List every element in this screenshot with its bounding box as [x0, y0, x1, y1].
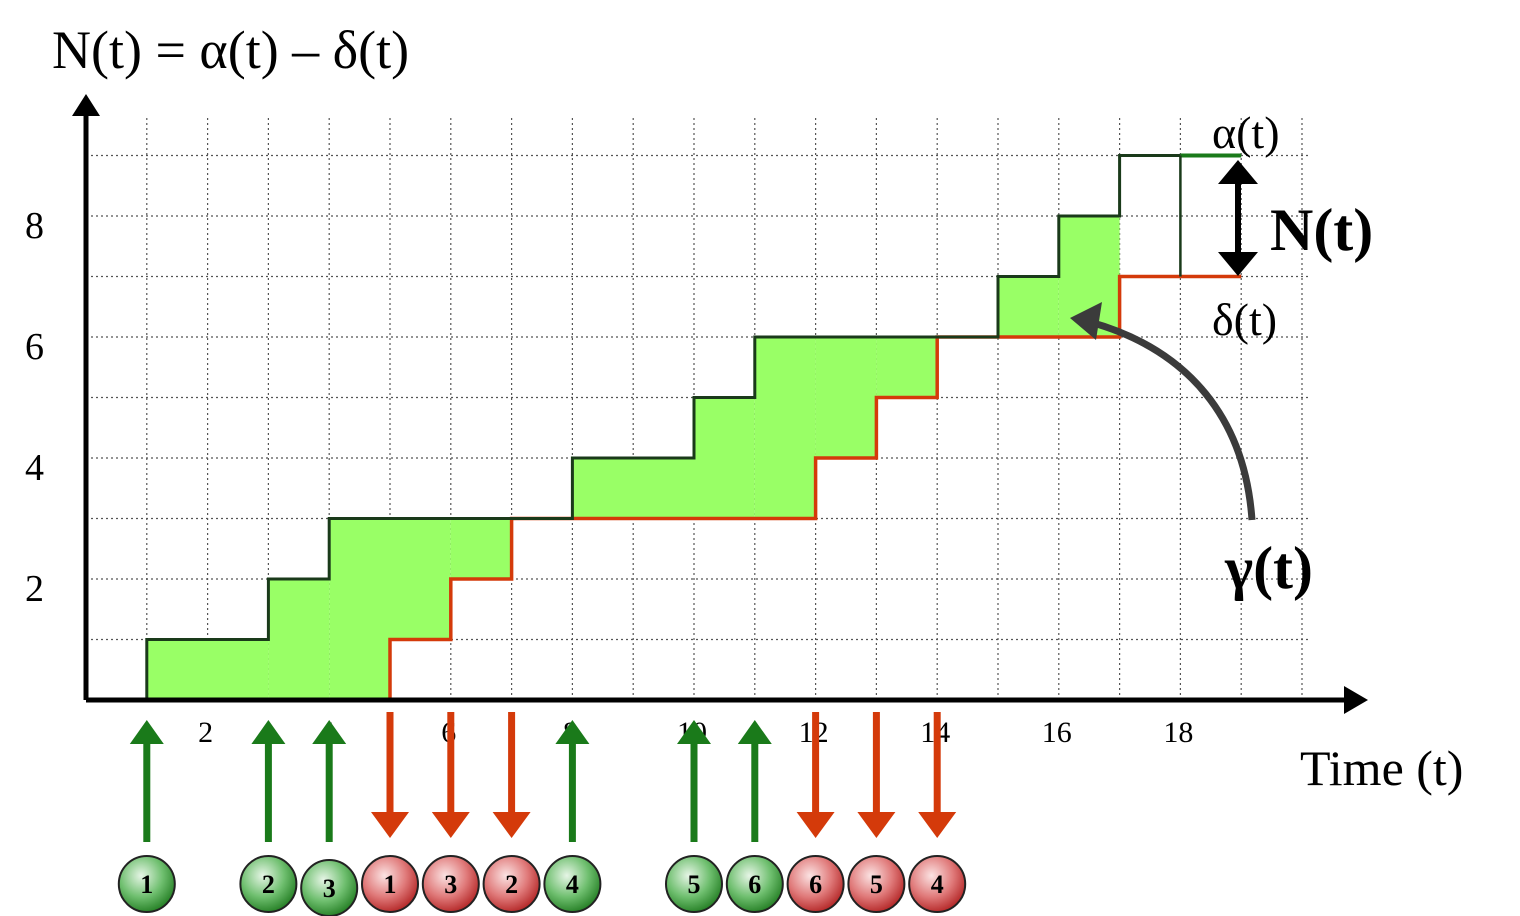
departure-arrowhead — [492, 812, 531, 838]
delta-label: δ(t) — [1212, 294, 1277, 345]
n-label: N(t) — [1270, 197, 1373, 263]
departure-arrowhead — [371, 812, 409, 838]
y-tick-label: 6 — [25, 326, 44, 368]
x-tick-label: 2 — [198, 716, 213, 749]
departure-arrowhead — [431, 812, 470, 838]
alpha-curve — [145, 154, 1181, 700]
y-axis-arrowhead — [72, 94, 100, 116]
queue-area-segment — [329, 518, 390, 700]
customer-id: 5 — [870, 870, 883, 899]
x-tick-label: 16 — [1042, 716, 1072, 749]
departure-customer-circle — [361, 855, 419, 913]
x-axis-arrowhead — [1344, 686, 1368, 714]
arrival-arrowhead — [251, 720, 286, 744]
departure-customer-circle — [421, 855, 480, 913]
departure-customer-circle — [786, 855, 845, 913]
arrival-customer-circle — [543, 855, 602, 913]
customer-id: 2 — [505, 870, 518, 899]
arrival-customer-circle — [725, 855, 784, 913]
delta-curve — [388, 274, 1181, 700]
customer-id: 6 — [748, 870, 761, 899]
customer-id: 4 — [931, 870, 944, 899]
departure-arrowhead — [918, 812, 957, 838]
curves — [145, 153, 1242, 700]
alpha-label: α(t) — [1212, 107, 1280, 158]
departure-customer-circle — [482, 855, 541, 913]
customer-id: 2 — [262, 870, 275, 899]
x-tick-label: 18 — [1163, 716, 1193, 749]
diagram-title: N(t) = α(t) – δ(t) — [52, 20, 409, 80]
queue-area — [146, 216, 1120, 700]
n-arrow — [1218, 160, 1258, 276]
queue-area-segment — [815, 337, 877, 458]
gamma-label: γ(t) — [1224, 535, 1313, 601]
y-tick-label: 4 — [25, 447, 44, 489]
departure-arrowhead — [796, 812, 835, 838]
axes — [72, 94, 1368, 714]
arrival-arrowhead — [677, 720, 711, 744]
queue-area-segment — [998, 276, 1059, 337]
y-tick-label: 8 — [25, 205, 44, 247]
departure-customer-circle — [908, 855, 967, 913]
customer-id: 3 — [444, 870, 457, 899]
queue-area-segment — [754, 337, 816, 519]
queue-area-segment — [390, 518, 451, 640]
y-tick-label: 2 — [25, 568, 44, 610]
customer-circles: 1 2 3 1 3 2 4 5 6 6 5 4 — [117, 855, 967, 916]
event-arrows — [129, 712, 957, 842]
departure-customer-circle — [847, 855, 906, 913]
queue-area-segment — [146, 639, 269, 700]
customer-id: 4 — [566, 870, 579, 899]
queue-area-segment — [268, 579, 330, 700]
arrival-arrowhead — [129, 720, 164, 744]
customer-id: 5 — [688, 870, 701, 899]
queue-area-segment — [572, 458, 694, 519]
x-axis-label: Time (t) — [1300, 740, 1463, 796]
arrival-customer-circle — [239, 855, 298, 913]
arrival-arrowhead — [737, 720, 772, 744]
departure-arrowhead — [857, 812, 896, 838]
queue-area-segment — [694, 397, 755, 519]
customer-id: 6 — [809, 870, 822, 899]
customer-id: 1 — [384, 870, 397, 899]
customer-id: 1 — [140, 870, 153, 899]
gamma-arrow — [1070, 302, 1256, 521]
queue-area-segment — [876, 337, 938, 398]
arrival-customer-circle — [300, 859, 359, 916]
arrival-customer-circle — [117, 855, 176, 913]
arrival-customer-circle — [665, 855, 723, 913]
arrival-arrowhead — [312, 720, 347, 744]
queue-area-segment — [450, 518, 512, 579]
customer-id: 3 — [323, 874, 336, 903]
arrival-arrowhead — [555, 720, 590, 744]
